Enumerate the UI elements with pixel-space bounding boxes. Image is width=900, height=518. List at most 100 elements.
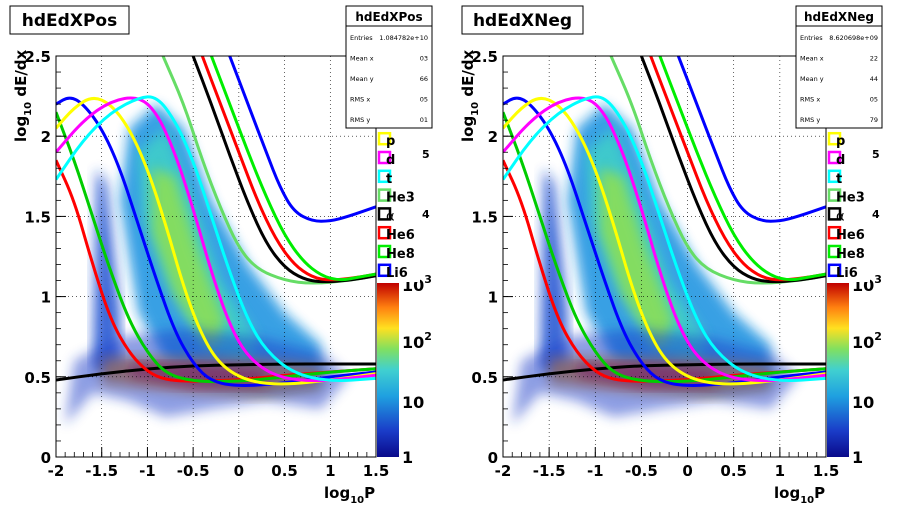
y-tick-label: 1 bbox=[488, 289, 498, 307]
x-tick-label: 1 bbox=[775, 462, 785, 480]
colorbar-tick-label-partial: 5 bbox=[422, 148, 430, 161]
colorbar-tick-label-partial: 5 bbox=[872, 148, 880, 161]
chart-title: hdEdXNeg bbox=[473, 11, 572, 31]
legend-label: He8 bbox=[386, 247, 415, 262]
y-tick-label: 2 bbox=[41, 128, 51, 146]
colorbar-tick-label: 102 bbox=[402, 330, 432, 352]
chart-panel-neg: hdEdXNeg -2 -1.5 -1 -0.5 0 0.5 1 1.5 0 0.5 1 1.5 2 2.… bbox=[459, 5, 883, 506]
y-axis: 0 0.5 1 1.5 2 2.5 bbox=[471, 48, 513, 467]
x-tick-label: 1 bbox=[325, 462, 335, 480]
colorbar-tick-label: 10 bbox=[852, 393, 874, 412]
y-tick-label: 0.5 bbox=[24, 369, 51, 387]
legend-swatch bbox=[377, 263, 392, 278]
curve-He8 bbox=[658, 56, 826, 282]
curve-K bbox=[503, 96, 826, 387]
y-axis: 0 0.5 1 1.5 2 2.5 bbox=[24, 48, 66, 467]
curve-Li6 bbox=[676, 56, 826, 223]
particle-curves bbox=[56, 56, 376, 387]
legend-label: p bbox=[386, 134, 395, 149]
stats-value: 03 bbox=[420, 55, 428, 63]
plot-frame bbox=[502, 55, 827, 458]
stats-rows: Entries 8.620698e+09 Mean x 22 Mean y 44 RMS x… bbox=[800, 34, 878, 124]
x-axis-label: log10P bbox=[774, 484, 825, 506]
x-tick-label: 0.5 bbox=[720, 462, 747, 480]
legend-label: He3 bbox=[386, 191, 415, 206]
chart-title: hdEdXPos bbox=[22, 11, 117, 31]
stats-label: Mean y bbox=[350, 75, 374, 83]
curve-p bbox=[503, 96, 826, 386]
plot-frame bbox=[55, 55, 377, 458]
stats-value: 79 bbox=[870, 116, 878, 124]
y-tick-label: 0 bbox=[41, 449, 51, 467]
y-tick-label: 0.5 bbox=[471, 369, 498, 387]
plot-inner bbox=[56, 56, 376, 457]
y-tick-label: 1.5 bbox=[24, 208, 51, 226]
y-tick-label: 2 bbox=[488, 128, 498, 146]
particle-curves bbox=[503, 56, 826, 387]
stats-value: 05 bbox=[870, 96, 878, 104]
curve-He3 bbox=[161, 56, 376, 285]
curve-d bbox=[503, 96, 826, 383]
curve-π bbox=[503, 111, 826, 384]
legend-swatch bbox=[827, 225, 842, 240]
x-tick-label: -0.5 bbox=[625, 462, 658, 480]
chart-title-box bbox=[461, 5, 584, 35]
x-tick-label: -1.5 bbox=[533, 462, 566, 480]
legend-label: t bbox=[386, 172, 392, 187]
x-tick-label: 0 bbox=[682, 462, 692, 480]
legend-swatch bbox=[377, 169, 392, 184]
legend-swatch bbox=[827, 188, 842, 202]
legend-swatch bbox=[377, 244, 392, 259]
stats-rows: Entries 1.084782e+10 Mean x 03 Mean y 66 RMS x… bbox=[350, 34, 428, 124]
colorbar-tick-label: 10 bbox=[402, 393, 424, 412]
plot-area: -2 -1.5 -1 -0.5 0 0.5 1 1.5 0 0.5 1 1.5 2 2.5 log10P lo… bbox=[459, 48, 882, 506]
legend-label: t bbox=[836, 172, 842, 187]
y-tick-label: 1.5 bbox=[471, 208, 498, 226]
density-blob bbox=[152, 168, 226, 353]
curve-Li6 bbox=[228, 56, 376, 223]
legend-swatch bbox=[827, 244, 842, 259]
y-tick-label: 0 bbox=[488, 449, 498, 467]
x-axis: -2 -1.5 -1 -0.5 0 0.5 1 1.5 bbox=[48, 447, 389, 480]
colorbar-tick-label-partial: 4 bbox=[422, 208, 430, 221]
curve-p bbox=[56, 96, 376, 386]
stats-label: Entries bbox=[350, 34, 373, 42]
legend-swatch bbox=[827, 150, 842, 165]
stats-label: RMS x bbox=[350, 96, 370, 104]
legend-swatch bbox=[827, 169, 842, 184]
stats-value: 44 bbox=[870, 75, 878, 83]
stats-label: RMS y bbox=[800, 116, 820, 124]
curve-d bbox=[56, 96, 376, 383]
curve-α bbox=[640, 56, 826, 284]
stats-value: 05 bbox=[420, 96, 428, 104]
x-tick-label: 0.5 bbox=[271, 462, 298, 480]
legend-label: d bbox=[386, 153, 395, 168]
curve-t bbox=[56, 95, 376, 382]
legend-label: d bbox=[836, 153, 845, 168]
legend-swatch bbox=[377, 150, 392, 165]
colorbar-gradient bbox=[827, 283, 849, 457]
stats-value: 8.620698e+09 bbox=[829, 34, 878, 42]
legend-label: Li6 bbox=[836, 266, 858, 281]
legend-swatch bbox=[827, 263, 842, 278]
stats-title: hdEdXNeg bbox=[804, 10, 874, 24]
chart-panel-pos: hdEdXPos -2 -1.5 -1 -0.5 0 0.5 1 1.5 0 0.5 1 1.5 2 2.… bbox=[9, 5, 433, 506]
density-blob bbox=[599, 168, 674, 353]
colorbar-tick-label-partial: 4 bbox=[872, 208, 880, 221]
legend-swatch bbox=[827, 207, 842, 221]
legend-label: Li6 bbox=[386, 266, 408, 281]
curve-μ bbox=[56, 159, 376, 383]
legend-swatch bbox=[377, 207, 392, 221]
y-tick-label: 2.5 bbox=[471, 48, 498, 66]
stats-title: hdEdXPos bbox=[355, 10, 422, 24]
stats-value: 22 bbox=[870, 55, 878, 63]
colorbar-tick-label: 1 bbox=[402, 448, 413, 467]
stats-value: 01 bbox=[420, 116, 428, 124]
curve-α bbox=[191, 56, 376, 284]
y-axis-label: log10 dE/dx bbox=[459, 49, 481, 142]
legend-label: α bbox=[386, 209, 395, 224]
y-tick-label: 1 bbox=[41, 289, 51, 307]
